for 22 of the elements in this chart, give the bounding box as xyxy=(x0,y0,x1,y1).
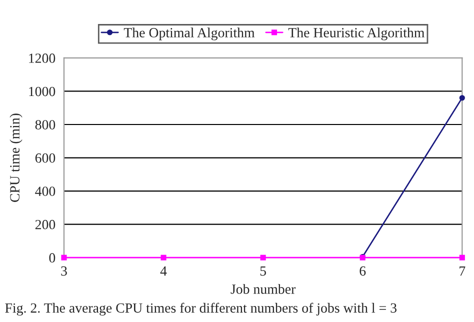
caption: Fig. 2. The average CPU times for different numbers of jobs with l = 3 xyxy=(5,302,396,316)
legend-label: The Optimal Algorithm xyxy=(124,28,255,40)
y-axis-title: CPU time (min) xyxy=(10,114,22,202)
point xyxy=(61,254,67,260)
y-tick-label: 200 xyxy=(35,220,56,230)
y-tick-label: 800 xyxy=(35,120,56,130)
point xyxy=(260,254,266,260)
y-tick-label: 0 xyxy=(49,253,56,263)
x-tick-label: 4 xyxy=(160,266,167,276)
x-tick-label: 6 xyxy=(360,266,366,276)
y-tick-label: 600 xyxy=(35,153,56,163)
y-tick-label: 400 xyxy=(35,186,56,196)
x-tick-label: 3 xyxy=(61,266,67,276)
x-tick-label: 7 xyxy=(460,266,466,276)
x-axis-title: Job number xyxy=(230,284,296,294)
legend-label: The Heuristic Algorithm xyxy=(288,28,424,40)
x-tick-label: 5 xyxy=(260,266,266,276)
y-tick-label: 1000 xyxy=(29,86,56,96)
y-tick-label: 1200 xyxy=(29,54,56,63)
point xyxy=(459,254,465,260)
point xyxy=(160,254,166,260)
point xyxy=(459,95,465,101)
